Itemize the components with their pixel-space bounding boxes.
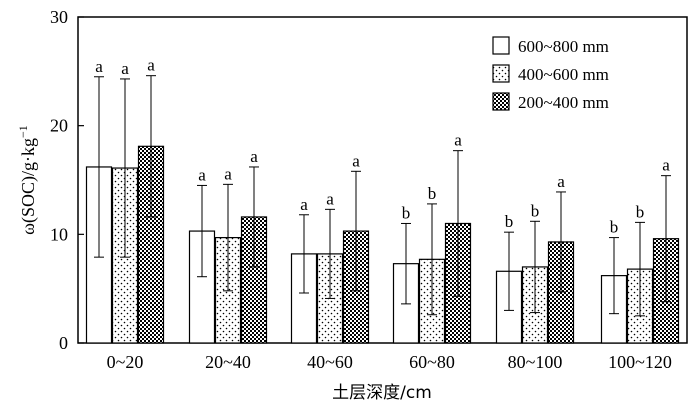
legend: 600~800 mm 400~600 mm 200~400 mm — [492, 36, 609, 112]
x-tick-label: 60~80 — [409, 352, 455, 372]
significance-letter: b — [428, 184, 437, 203]
x-tick-label: 100~120 — [608, 352, 672, 372]
legend-swatch — [492, 92, 510, 111]
bars — [85, 145, 680, 344]
significance-letter: a — [224, 164, 232, 183]
legend-swatch — [492, 36, 510, 55]
significance-letter: b — [531, 201, 540, 220]
y-axis-label-exponent: −1 — [16, 125, 30, 138]
y-axis-label-main: ω(SOC)/g·kg — [18, 138, 39, 235]
significance-letter: b — [402, 203, 411, 222]
significance-letter: b — [505, 212, 514, 231]
significance-letter: b — [610, 218, 619, 237]
legend-swatch — [492, 64, 510, 83]
significance-letter: a — [662, 156, 670, 175]
legend-label: 600~800 mm — [518, 37, 609, 56]
significance-letter: b — [636, 202, 645, 221]
bar — [547, 241, 575, 344]
x-tick-label: 40~60 — [307, 352, 353, 372]
x-tick-label: 20~40 — [205, 352, 251, 372]
x-axis: 0~20 20~40 40~60 60~80 80~100 100~120 — [107, 352, 672, 372]
plot-frame — [77, 16, 688, 344]
y-tick-label: 0 — [59, 333, 68, 353]
legend-label: 200~400 mm — [518, 93, 609, 112]
significance-letter: a — [198, 165, 206, 184]
y-tick-label: 30 — [50, 7, 68, 27]
x-axis-label: 土层深度/cm — [332, 383, 432, 403]
significance-letter: a — [121, 59, 129, 78]
y-axis-label: ω(SOC)/g·kg−1 — [16, 125, 39, 235]
significance-letter: a — [557, 172, 565, 191]
legend-label: 400~600 mm — [518, 65, 609, 84]
bar — [290, 253, 318, 344]
significance-letter: a — [300, 195, 308, 214]
significance-letter: a — [326, 189, 334, 208]
significance-letter: a — [454, 131, 462, 150]
error-bars — [94, 75, 671, 317]
y-axis: 0 10 20 30 — [50, 7, 84, 353]
y-tick-label: 10 — [50, 224, 68, 244]
significance-letter: a — [95, 57, 103, 76]
y-tick-label: 20 — [50, 116, 68, 136]
significance-letter: a — [352, 151, 360, 170]
significance-letter: a — [250, 147, 258, 166]
x-tick-label: 0~20 — [107, 352, 144, 372]
x-tick-label: 80~100 — [508, 352, 563, 372]
significance-letter: a — [147, 56, 155, 75]
